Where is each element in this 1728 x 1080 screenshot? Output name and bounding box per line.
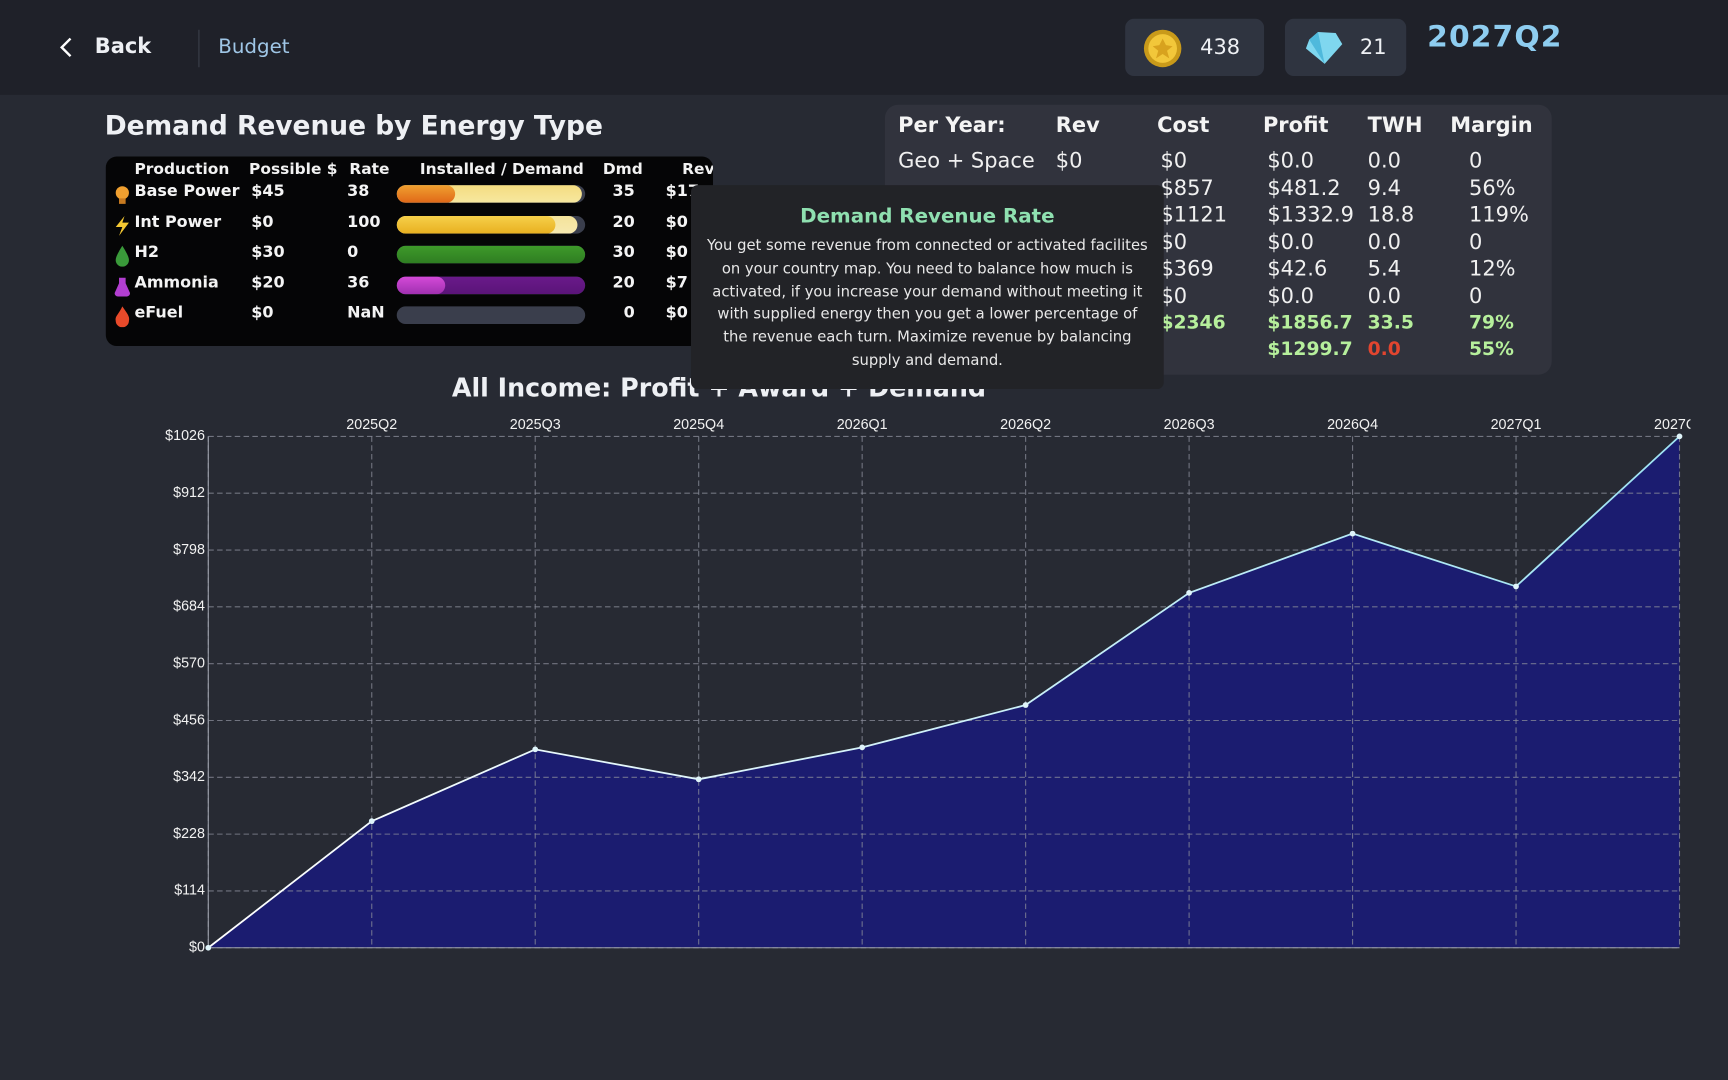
point bbox=[1350, 531, 1356, 537]
x-tick-label: 2027Q2 bbox=[1654, 417, 1705, 433]
y-tick-label: $0 bbox=[189, 940, 205, 956]
tooltip: Demand Revenue Rate You get some revenue… bbox=[691, 185, 1164, 389]
x-tick-label: 2026Q2 bbox=[1000, 417, 1051, 433]
point bbox=[696, 776, 702, 782]
point bbox=[1513, 584, 1519, 590]
y-tick-label: $342 bbox=[173, 769, 205, 785]
x-tick-label: 2025Q4 bbox=[673, 417, 724, 433]
y-tick-label: $570 bbox=[173, 655, 205, 671]
point bbox=[532, 747, 538, 753]
x-tick-label: 2026Q1 bbox=[837, 417, 888, 433]
x-tick-label: 2027Q1 bbox=[1491, 417, 1542, 433]
y-tick-label: $1026 bbox=[165, 428, 205, 444]
y-tick-label: $456 bbox=[173, 712, 205, 728]
y-tick-label: $912 bbox=[173, 485, 205, 501]
x-tick-label: 2025Q3 bbox=[510, 417, 561, 433]
point bbox=[205, 945, 211, 951]
point bbox=[1186, 590, 1192, 596]
y-tick-label: $798 bbox=[173, 542, 205, 558]
point bbox=[859, 745, 865, 751]
tooltip-title: Demand Revenue Rate bbox=[691, 205, 1164, 228]
y-tick-label: $228 bbox=[173, 826, 205, 842]
y-tick-label: $114 bbox=[174, 883, 205, 899]
y-tick-label: $684 bbox=[173, 599, 205, 615]
x-tick-label: 2026Q3 bbox=[1164, 417, 1215, 433]
area bbox=[208, 436, 1679, 947]
x-tick-label: 2025Q2 bbox=[346, 417, 397, 433]
point bbox=[1023, 702, 1029, 708]
x-tick-label: 2026Q4 bbox=[1327, 417, 1378, 433]
point bbox=[1677, 434, 1683, 440]
tooltip-body: You get some revenue from connected or a… bbox=[706, 236, 1148, 374]
point bbox=[369, 818, 375, 824]
